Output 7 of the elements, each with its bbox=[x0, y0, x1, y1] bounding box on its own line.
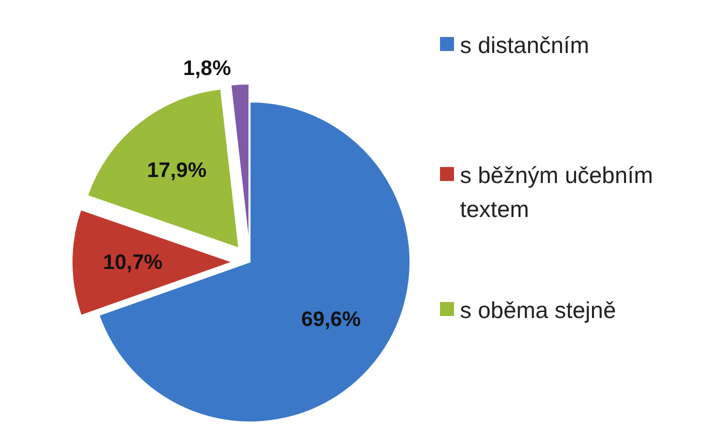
data-label: 17,9% bbox=[146, 159, 207, 182]
data-label: 69,6% bbox=[301, 308, 362, 331]
legend-label: s distančním bbox=[460, 32, 590, 58]
data-label: 10,7% bbox=[103, 250, 163, 274]
legend-label: s oběma stejně bbox=[460, 297, 616, 323]
legend-label: s běžným učebním textem bbox=[460, 162, 654, 222]
data-label: 1,8% bbox=[183, 56, 232, 80]
